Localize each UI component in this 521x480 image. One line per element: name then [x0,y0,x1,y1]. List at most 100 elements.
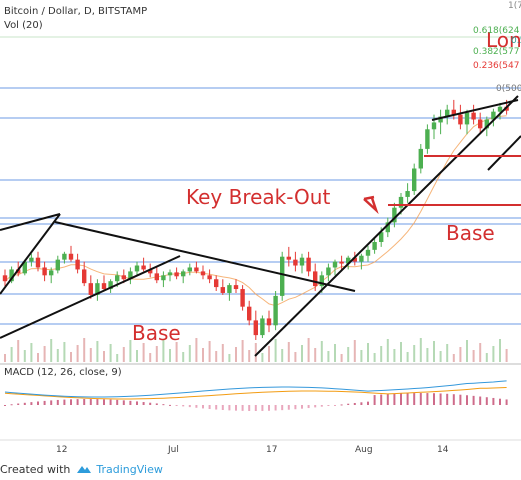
candle-body [22,261,27,274]
macd-histogram-bar [294,405,297,410]
volume-bar [294,352,297,362]
candle-body [115,275,120,282]
macd-histogram-bar [452,394,455,405]
macd-histogram-bar [380,394,383,405]
tradingview-brand[interactable]: TradingView [96,462,163,476]
candle-body [412,168,417,192]
macd-histogram-bar [347,403,350,405]
macd-histogram-bar [4,405,6,406]
candle-body [431,122,437,130]
volume-bar [23,350,26,362]
volume-bar [195,338,198,362]
volume-bar [70,352,72,362]
volume-bar [334,344,336,362]
macd-histogram-bar [268,405,270,411]
trendline-layer [0,95,521,357]
candle-body [306,257,311,272]
macd-histogram-bar [43,400,46,405]
macd-histogram-bar [10,404,13,406]
candle-body [445,109,450,117]
volume-bar [347,347,350,362]
volume-label: Vol (20) [4,20,43,31]
macd-histogram-bar [485,397,488,405]
trendline-descending-resistance [54,221,356,292]
macd-histogram-bar [261,405,264,411]
macd-histogram-bar [413,393,416,405]
candle-body [227,285,232,293]
created-with-label: Created with [0,462,71,476]
candle-body [247,306,252,321]
fib-label-0236: 0.236(547 [473,61,519,71]
macd-histogram-bar [466,395,468,405]
macd-label: MACD (12, 26, close, 9) [4,367,122,378]
fib-label-0618: 0.618(624 [473,26,520,36]
volume-bar [136,350,138,362]
candle-body [200,271,206,276]
macd-histogram-bar [472,395,475,405]
volume-bar [353,340,356,362]
macd-histogram-bar [103,399,105,405]
macd-histogram-bar [340,404,343,406]
volume-bar [254,343,257,362]
candle-body [425,129,430,149]
macd-histogram-bar [195,405,198,408]
volume-bar [169,349,171,362]
candle-body [365,249,371,256]
fib-label-0: 0(500 [496,84,521,94]
grid-layer [0,36,521,441]
volume-bar [261,353,264,362]
breakout-arrow-icon [363,195,379,215]
macd-histogram-bar [505,399,508,405]
candle-body [95,283,100,295]
macd-histogram-bar [208,405,211,410]
candle-body [253,320,258,336]
volume-bar [83,338,86,362]
volume-bar [43,346,46,362]
candle-body [405,191,410,197]
volume-bar [446,344,449,362]
volume-bar [142,343,145,362]
base-right-label: Base [446,221,495,245]
macd-histogram-bar [446,393,449,405]
text-layer: Bitcoin / Dollar, D, BITSTAMP Vol (20) M… [4,1,521,455]
macd-histogram-bar [400,393,402,405]
candle-body [299,257,305,266]
macd-histogram-bar [76,399,79,405]
volume-bar [472,350,475,362]
candle-body [266,318,272,326]
base-left-label: Base [132,321,181,345]
macd-histogram-bar [221,405,224,410]
candle-body [29,257,34,262]
volume-bar [129,340,132,362]
candle-body [128,271,133,280]
trendline-top-left [0,213,61,231]
candle-body [293,259,298,266]
candle-body [319,275,324,287]
volume-bar [419,338,422,362]
trendline-left-up [0,213,61,295]
volume-bar [320,341,323,362]
macd-histogram-bar [23,402,26,405]
candle-body [134,265,140,272]
macd-histogram-bar [360,402,363,405]
moving-average-line [4,115,507,307]
macd-histogram-bar [188,405,191,408]
candle-body [464,112,470,125]
candle-body [339,261,344,264]
volume-bar [182,352,185,362]
volume-bar [116,354,119,362]
macd-histogram-bar [17,403,20,405]
volume-bar [188,345,191,362]
candle-body [207,275,212,280]
candle-body [49,270,54,276]
fib-label-1: 1(761 [508,1,521,11]
macd-histogram-bar [254,405,257,411]
candle-body [352,257,357,262]
candle-body [174,272,179,277]
x-tick-aug: Aug [355,445,373,455]
macd-histogram-bar [116,399,119,405]
macd-histogram-bar [129,400,132,405]
volume-bar [228,354,231,362]
volume-bar [274,339,277,362]
chart-title: Bitcoin / Dollar, D, BITSTAMP [4,6,147,17]
